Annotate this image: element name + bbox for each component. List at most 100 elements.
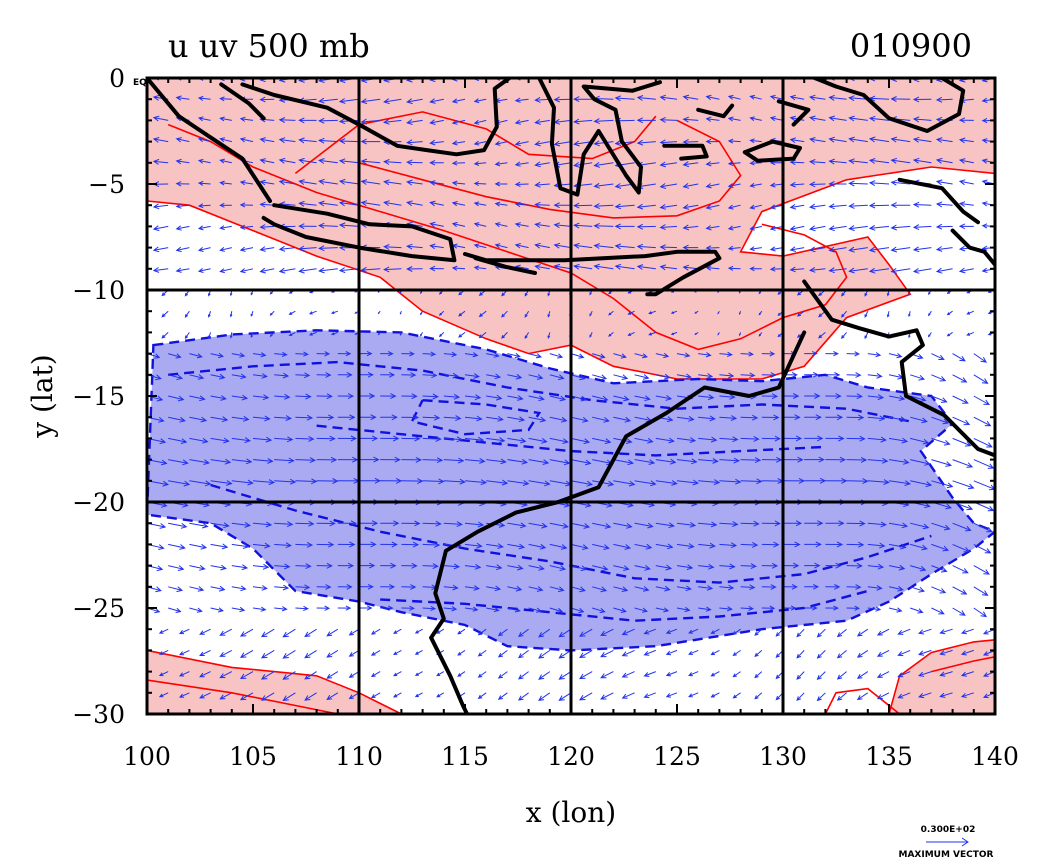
wind-vector <box>754 628 763 636</box>
wind-vector <box>553 263 572 270</box>
wind-vector <box>782 456 804 463</box>
wind-vector <box>295 541 314 548</box>
wind-vector <box>809 225 826 232</box>
wind-vector <box>486 437 506 444</box>
wind-vector <box>494 222 508 228</box>
wind-vector <box>952 416 971 426</box>
wind-vector <box>867 415 886 422</box>
wind-vector <box>147 141 148 142</box>
wind-vector <box>994 417 995 418</box>
wind-vector <box>918 649 932 656</box>
wind-vector <box>910 437 930 445</box>
wind-vector <box>392 649 402 656</box>
wind-vector <box>558 671 572 680</box>
wind-vector <box>197 203 211 209</box>
wind-vector <box>688 649 699 655</box>
wind-vector <box>804 435 824 442</box>
wind-vector <box>719 584 735 591</box>
wind-vector <box>494 201 508 207</box>
wind-vector <box>952 480 975 490</box>
wind-vector <box>422 414 441 421</box>
wind-vector <box>429 180 444 186</box>
wind-vector <box>152 246 169 253</box>
wind-vector <box>749 160 762 166</box>
wind-vector <box>655 480 678 486</box>
coastline-9 <box>950 228 995 267</box>
wind-vector <box>740 478 763 485</box>
wind-vector <box>507 416 526 423</box>
wind-vector <box>600 649 614 658</box>
wind-vector <box>168 353 182 359</box>
wind-vector <box>514 140 529 147</box>
wind-vector <box>553 242 572 249</box>
wind-vector <box>457 649 466 656</box>
wind-vector <box>592 543 610 550</box>
wind-vector <box>278 137 296 144</box>
wind-vector <box>769 182 784 188</box>
wind-vector <box>867 584 883 591</box>
wind-vector <box>231 543 250 549</box>
wind-vector <box>804 477 827 484</box>
wind-vector <box>168 522 188 529</box>
wind-vector <box>634 437 654 444</box>
wind-vector <box>694 331 699 335</box>
wind-vector <box>952 437 972 447</box>
wind-vector <box>189 374 205 380</box>
coastline-8 <box>812 78 966 133</box>
wind-vector <box>659 264 678 271</box>
wind-vector <box>288 331 296 337</box>
coastline-1 <box>219 82 266 121</box>
wind-vector <box>189 395 206 402</box>
wind-vector <box>259 267 275 274</box>
vector-key: 0.300E+02 MAXIMUM VECTOR <box>898 825 993 860</box>
wind-vector <box>952 522 972 532</box>
wind-vector <box>789 137 805 144</box>
wind-vector <box>414 628 423 634</box>
wind-vector <box>278 157 296 164</box>
wind-vector <box>464 394 482 401</box>
wind-vector <box>634 543 653 550</box>
wind-vector <box>514 222 529 228</box>
wind-vector <box>570 586 586 593</box>
wind-vector <box>316 456 338 463</box>
wind-vector <box>252 585 268 591</box>
wind-vector <box>360 138 381 145</box>
wind-vector <box>782 562 800 569</box>
wind-vector <box>443 521 463 528</box>
wind-vector <box>168 586 184 593</box>
wind-vector <box>643 692 656 699</box>
wind-vector <box>239 180 254 186</box>
wind-vector <box>239 246 254 252</box>
wind-vector <box>782 414 801 421</box>
wind-vector <box>401 562 418 569</box>
wind-vector <box>338 222 360 229</box>
wind-vector <box>422 393 439 400</box>
wind-vector <box>219 137 232 143</box>
contour-line-7 <box>210 483 932 584</box>
wind-vector <box>960 628 974 635</box>
wind-vector <box>698 415 716 422</box>
wind-vector <box>549 543 568 550</box>
wind-vector <box>888 480 912 486</box>
wind-vector <box>464 352 479 358</box>
wind-vector <box>304 671 317 680</box>
wind-vector <box>846 456 868 463</box>
wind-vector <box>377 310 381 315</box>
wind-vector <box>676 458 698 465</box>
wind-vector <box>910 416 928 424</box>
wind-vector <box>464 436 485 443</box>
wind-vector <box>330 310 338 314</box>
wind-vector <box>477 692 487 699</box>
wind-vector <box>939 649 953 656</box>
wind-vector <box>613 543 632 550</box>
wind-vector <box>451 201 466 207</box>
wind-vector <box>175 181 190 187</box>
wind-vector <box>473 243 487 249</box>
wind-vector <box>592 607 606 614</box>
wind-vector <box>304 649 317 659</box>
wind-vector <box>600 628 614 636</box>
wind-vector <box>705 94 720 101</box>
wind-vector <box>401 584 417 590</box>
wind-vector <box>370 692 381 699</box>
wind-vector <box>497 692 508 700</box>
